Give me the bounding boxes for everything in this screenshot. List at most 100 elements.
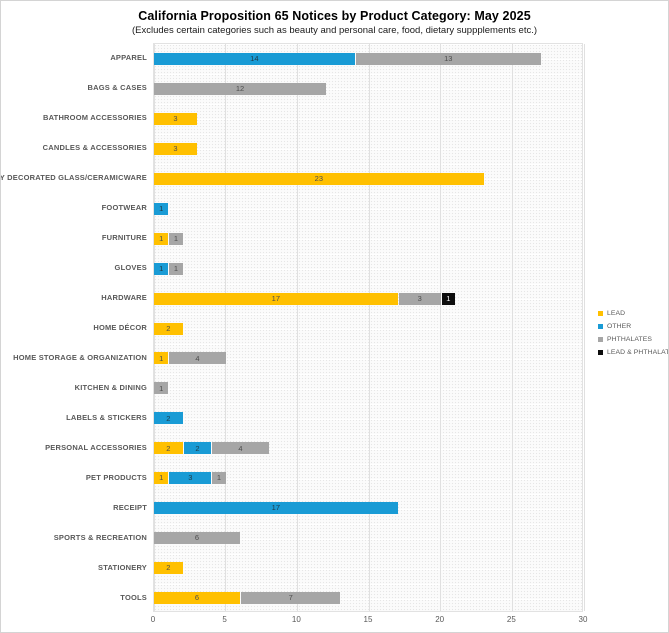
bar-value-label: 17 — [271, 503, 280, 513]
gridline — [296, 44, 298, 611]
bar-value-label: 1 — [159, 383, 164, 393]
bar-value-label: 2 — [166, 413, 171, 423]
bar-segment: 17 — [154, 502, 398, 515]
bar-segment: 1 — [169, 232, 183, 245]
bar-value-label: 1 — [173, 233, 179, 243]
category-label: FURNITURE — [101, 233, 147, 243]
category-label: BATHROOM ACCESSORIES — [42, 113, 147, 123]
bar-segment: 1 — [169, 262, 183, 275]
bar-row: 1 3 1 — [154, 472, 226, 485]
bar-row: 12 — [154, 82, 326, 95]
category-label: PERSONAL ACCESSORIES — [45, 442, 147, 452]
bar-row: 3 — [154, 112, 197, 125]
bar-segment: 1 — [441, 292, 455, 305]
bar-row: 1 — [154, 382, 169, 395]
bar-value-label: 3 — [173, 144, 178, 154]
bar-segment: 7 — [241, 592, 341, 605]
bar-value-label: 14 — [250, 54, 259, 64]
bar-value-label: 17 — [271, 293, 280, 303]
category-label: HOME STORAGE & ORGANIZATION — [13, 352, 147, 362]
legend-item: PHTHALATES — [598, 333, 668, 346]
bar-segment: 6 — [154, 532, 240, 545]
category-label: EXTERNALLY DECORATED GLASS/CERAMICWARE — [0, 173, 147, 183]
category-label: STATIONERY — [98, 562, 147, 572]
bar-row: 3 — [154, 142, 197, 155]
category-label: RECEIPT — [113, 502, 147, 512]
bar-segment: 2 — [154, 442, 183, 455]
legend: LEAD OTHER PHTHALATES LEAD & PHTHALATES — [598, 307, 668, 359]
bar-value-label: 1 — [159, 233, 164, 243]
plot-area: 14 13 12 3 3 23 1 1 1 1 1 17 3 1 2 1 4 1 2 2 2 4 1 3 1 17 6 2 6 7 — [153, 43, 585, 612]
category-label: APPAREL — [110, 53, 147, 63]
bar-value-label: 4 — [195, 353, 200, 363]
x-tick-label: 10 — [291, 615, 301, 624]
bar-segment: 2 — [154, 562, 183, 575]
bar-value-label: 1 — [216, 473, 222, 483]
bar-value-label: 6 — [194, 593, 200, 603]
bar-segment: 6 — [154, 592, 240, 605]
bar-value-label: 1 — [159, 353, 164, 363]
bar-value-label: 6 — [194, 533, 200, 543]
bar-row: 17 3 1 — [154, 292, 455, 305]
bar-segment: 4 — [212, 442, 269, 455]
bar-row: 6 — [154, 532, 240, 545]
bar-segment: 12 — [154, 82, 326, 95]
bar-value-label: 1 — [446, 293, 451, 303]
bar-segment: 1 — [154, 202, 169, 215]
category-label: KITCHEN & DINING — [74, 382, 147, 392]
category-label: GLOVES — [114, 263, 147, 273]
x-tick-label: 15 — [363, 615, 373, 624]
category-label: LABELS & STICKERS — [66, 412, 147, 422]
bar-segment: 1 — [154, 382, 169, 395]
bar-segment: 4 — [169, 352, 226, 365]
bar-row: 17 — [154, 502, 398, 515]
bar-value-label: 23 — [314, 174, 323, 183]
bar-segment: 3 — [398, 292, 441, 305]
bar-segment: 3 — [169, 472, 212, 485]
gridline — [511, 44, 513, 611]
legend-item: LEAD — [598, 307, 668, 320]
bar-segment: 2 — [183, 442, 212, 455]
category-label: BAGS & CASES — [87, 83, 147, 93]
bar-segment: 3 — [154, 142, 197, 155]
bar-segment: 3 — [154, 112, 197, 125]
bar-value-label: 4 — [238, 443, 243, 453]
bar-row: 23 — [154, 172, 484, 185]
bar-row: 2 — [154, 562, 183, 575]
bar-segment: 2 — [154, 412, 183, 425]
x-tick-label: 30 — [578, 615, 588, 624]
category-label: CANDLES & ACCESSORIES — [42, 143, 147, 153]
bar-row: 14 13 — [154, 52, 541, 65]
bar-value-label: 3 — [188, 473, 193, 483]
chart-subtitle: (Excludes certain categories such as bea… — [131, 25, 538, 36]
category-label: FOOTWEAR — [101, 203, 147, 213]
gridline — [368, 44, 370, 611]
bar-value-label: 7 — [288, 593, 293, 603]
bar-value-label: 2 — [195, 443, 200, 453]
legend-item: OTHER — [598, 320, 668, 333]
bar-value-label: 1 — [159, 203, 164, 213]
category-label: HARDWARE — [101, 293, 147, 303]
legend-label: LEAD — [607, 310, 626, 317]
legend-item: LEAD & PHTHALATES — [598, 346, 668, 359]
bar-value-label: 12 — [235, 84, 245, 94]
bar-value-label: 13 — [444, 54, 453, 64]
bar-row: 2 — [154, 322, 183, 335]
category-label: SPORTS & RECREATION — [53, 532, 147, 542]
bar-segment: 17 — [154, 292, 398, 305]
bar-row: 2 — [154, 412, 183, 425]
bar-segment: 13 — [355, 52, 541, 65]
bar-segment: 1 — [154, 262, 169, 275]
bar-row: 2 2 4 — [154, 442, 269, 455]
bar-value-label: 1 — [159, 263, 164, 273]
legend-label: OTHER — [607, 323, 632, 330]
category-label: TOOLS — [120, 592, 147, 602]
bar-segment: 1 — [154, 352, 169, 365]
bar-segment: 2 — [154, 322, 183, 335]
legend-swatch — [598, 337, 603, 342]
bar-row: 1 — [154, 202, 169, 215]
category-label: HOME DÉCOR — [93, 322, 147, 332]
bar-value-label: 1 — [159, 473, 164, 483]
